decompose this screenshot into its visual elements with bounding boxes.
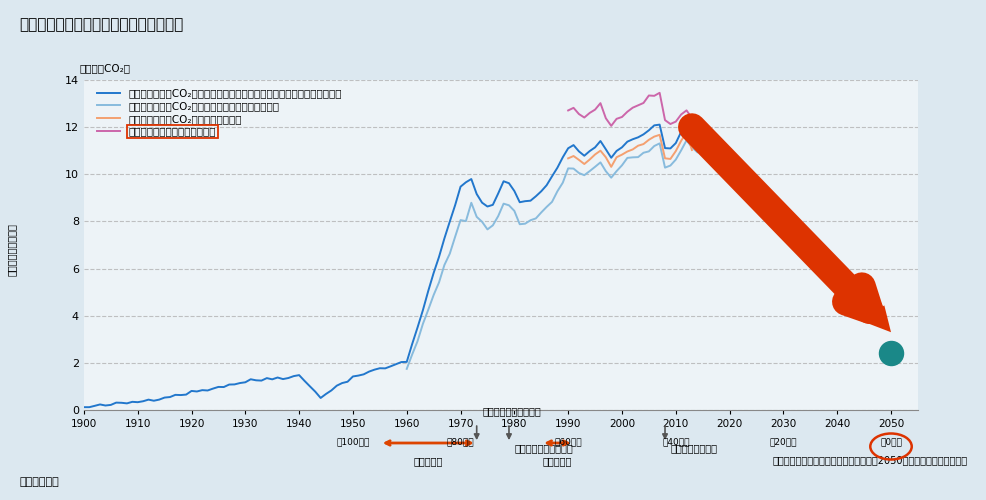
Text: 第一次オイルショック: 第一次オイルショック <box>481 406 540 416</box>
Text: バブル景気: バブル景気 <box>542 456 572 466</box>
Text: （80歳）: （80歳） <box>447 438 474 446</box>
Text: 温室効果ガス排出量: 温室効果ガス排出量 <box>7 224 17 276</box>
Text: （　）内の年齢は、各年に生まれた人が2050年を迎えたときの年齢。: （ ）内の年齢は、各年に生まれた人が2050年を迎えたときの年齢。 <box>771 455 966 465</box>
Text: （100歳）: （100歳） <box>336 438 369 446</box>
Text: 高度成長期: 高度成長期 <box>413 456 443 466</box>
Text: （60歳）: （60歳） <box>554 438 582 446</box>
Text: 資料：環境省: 資料：環境省 <box>20 478 59 488</box>
Point <box>882 350 898 358</box>
Text: 我が国の温室効果ガス排出量と長期目標: 我が国の温室効果ガス排出量と長期目標 <box>20 18 183 32</box>
Text: 第二次オイルショック: 第二次オイルショック <box>514 443 573 453</box>
Text: （0歳）: （0歳） <box>880 438 901 446</box>
Text: （億トンCO₂）: （億トンCO₂） <box>80 64 130 74</box>
Legend: エネルギー起源CO₂排出量（米国エネルギー省オークリッジ国立研究所）, エネルギー起源CO₂排出量（国際エネルギー機関）, エネルギー起源CO₂排出量（環境省）: エネルギー起源CO₂排出量（米国エネルギー省オークリッジ国立研究所）, エネルギ… <box>98 88 342 136</box>
Text: （20歳）: （20歳） <box>769 438 797 446</box>
Text: （40歳）: （40歳） <box>662 438 689 446</box>
Text: リーマンショック: リーマンショック <box>669 443 717 453</box>
